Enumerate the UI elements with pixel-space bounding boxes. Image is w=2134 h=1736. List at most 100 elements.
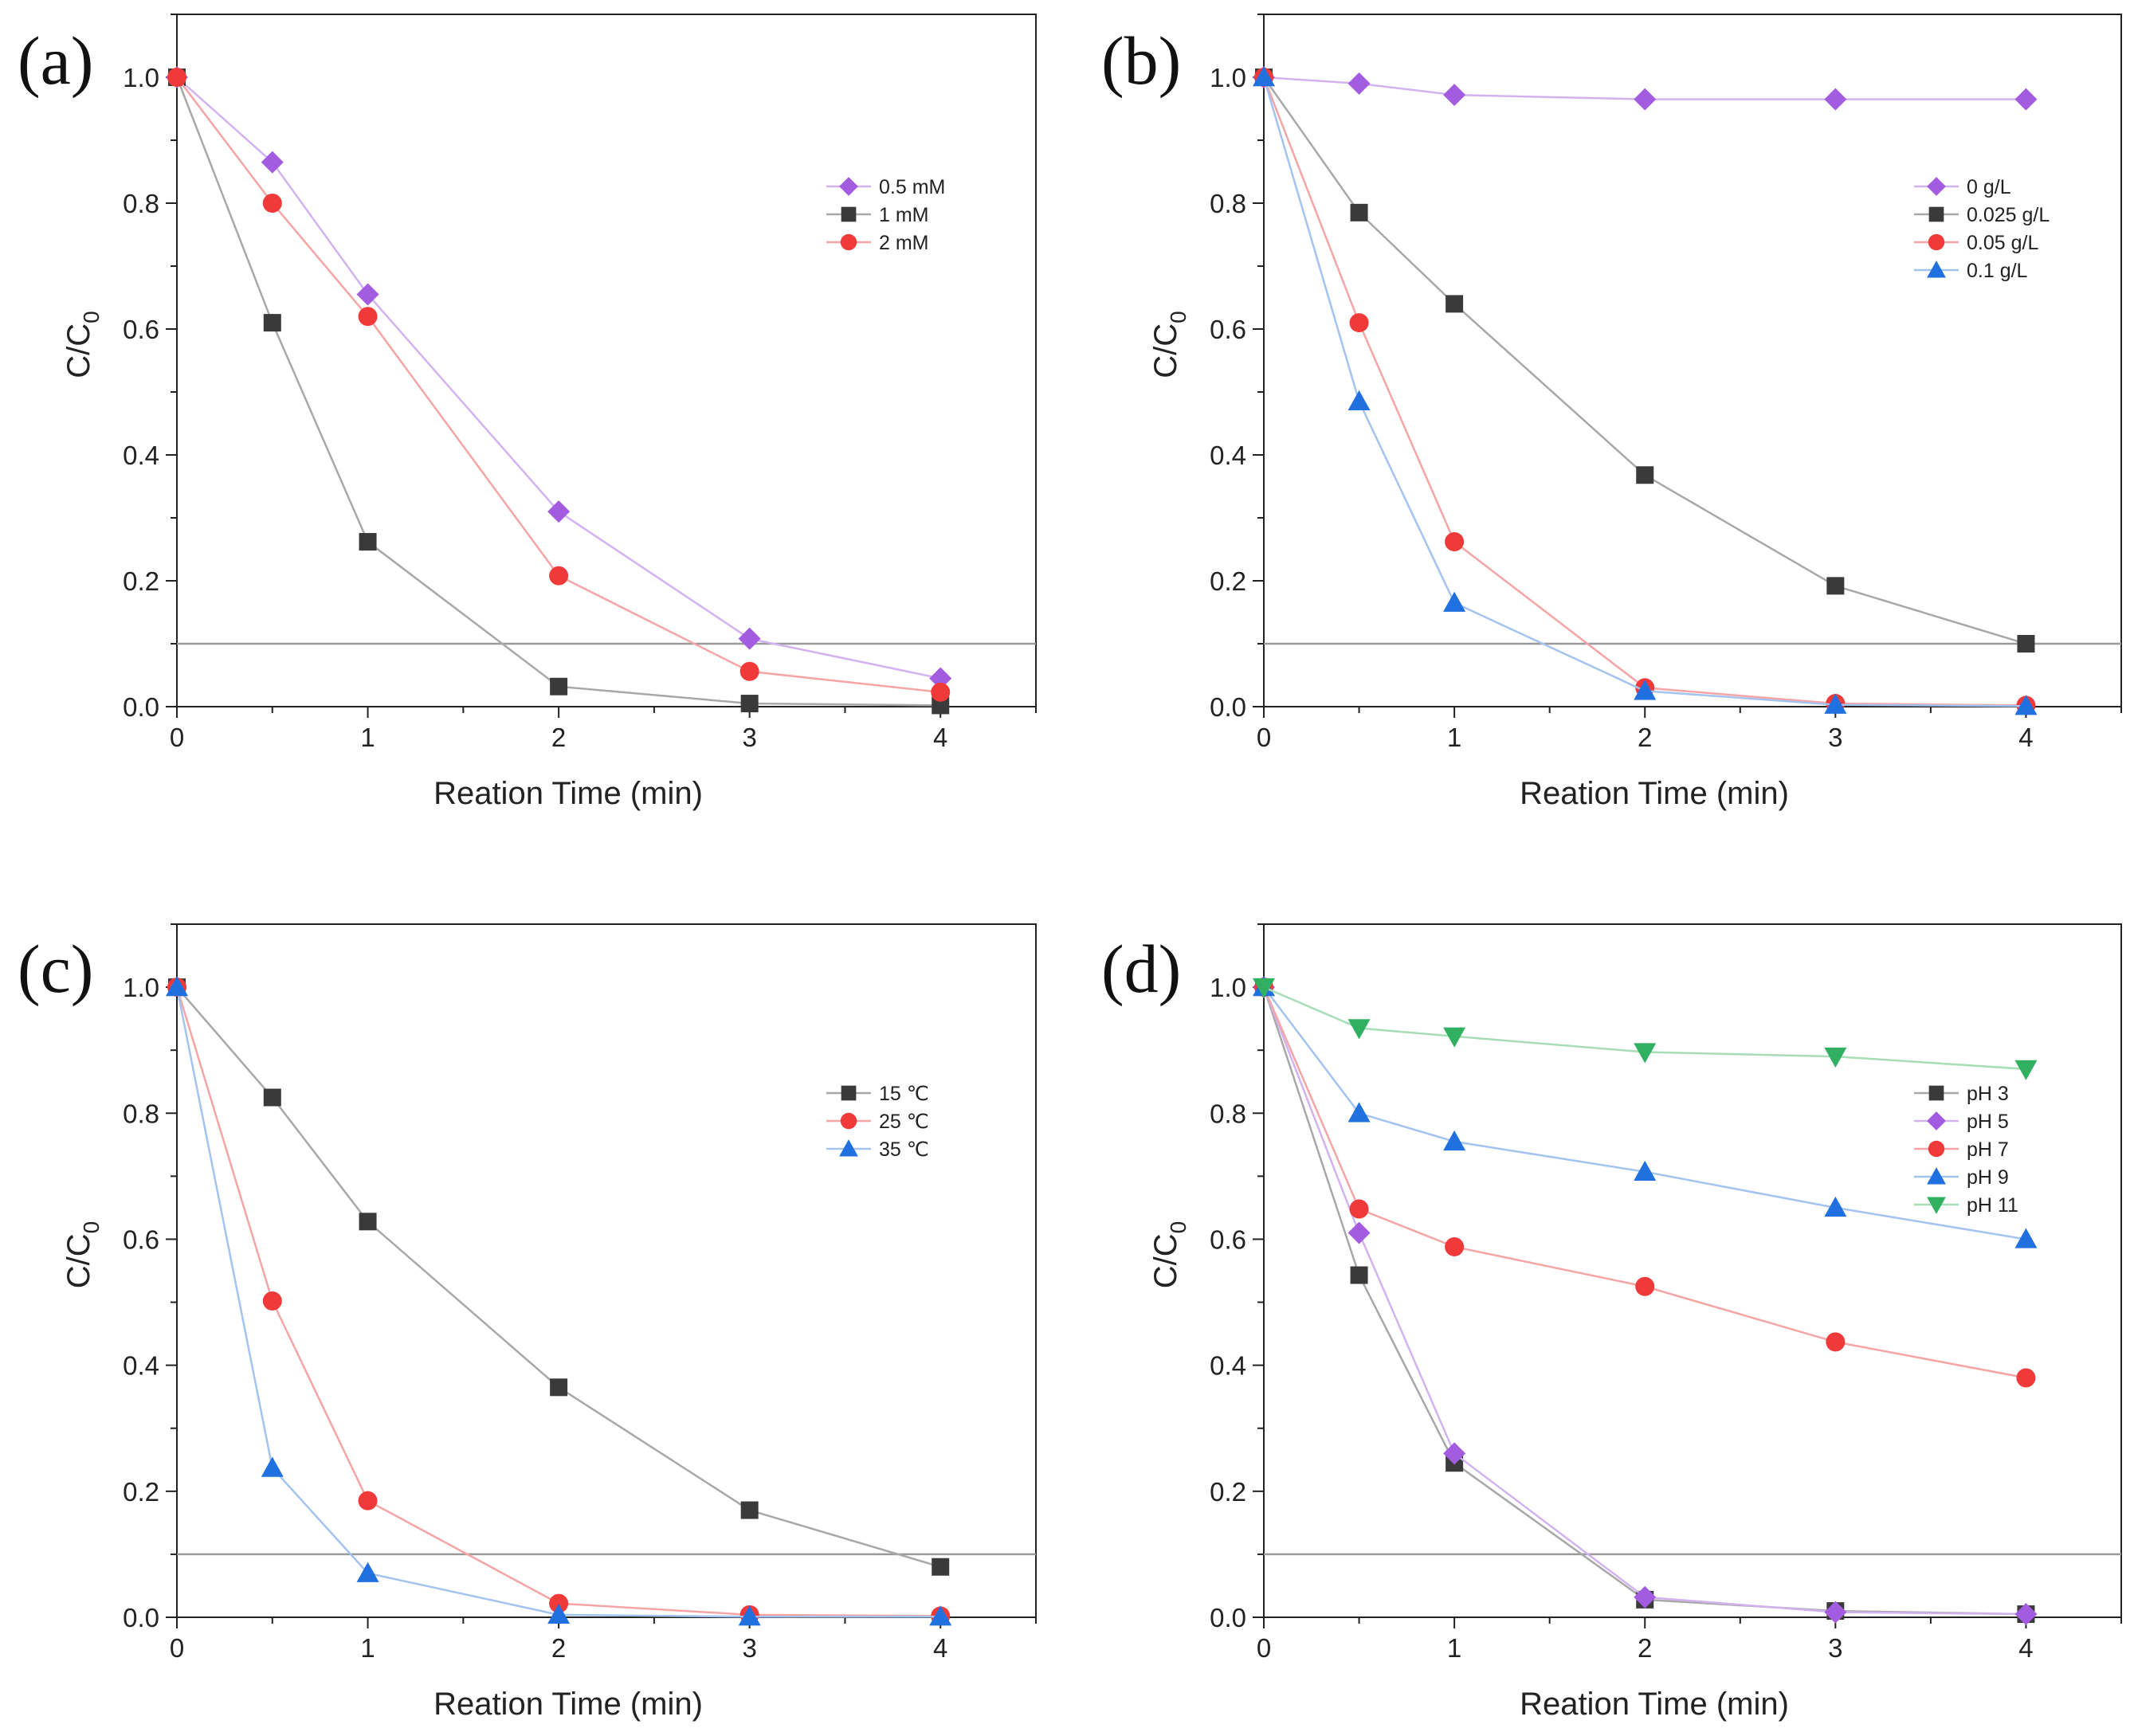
data-point	[1350, 1266, 1368, 1284]
data-point	[1826, 577, 1845, 595]
plot-frame	[1263, 14, 2122, 707]
panel-c: 0.0 0.2 0.4 0.6 0.8 1.0 0 1 2 3 4 Reation Time (min…	[18, 923, 1037, 1722]
x-tick-label: 0	[1257, 1633, 1271, 1663]
data-point	[550, 677, 568, 696]
y-tick-label: 0.6	[1210, 315, 1246, 344]
data-point	[1824, 1196, 1847, 1217]
legend-marker	[1928, 206, 1944, 222]
legend-label: pH 3	[1967, 1083, 2009, 1105]
x-axis-title: Reation Time (min)	[433, 1687, 703, 1722]
data-point	[1636, 466, 1654, 484]
x-tick-label: 3	[1828, 1633, 1842, 1663]
legend-label: 2 mM	[879, 232, 929, 254]
series-line	[1262, 986, 2026, 1616]
x-axis-title: Reation Time (min)	[433, 776, 703, 811]
series-0-5-mm	[166, 66, 952, 690]
y-tick-label: 1.0	[123, 973, 159, 1002]
series-ph-7	[1254, 978, 2036, 1388]
y-tick-label: 0.8	[123, 189, 159, 218]
data-point	[1253, 978, 1275, 999]
y-axis-title-subscript: 0	[1166, 311, 1191, 323]
legend-marker	[1927, 1111, 1946, 1131]
y-tick-label: 0.6	[123, 315, 159, 344]
y-axis-title: C/C0	[61, 311, 104, 378]
data-point	[1443, 591, 1466, 612]
series-ph-11	[1253, 978, 2038, 1080]
data-point	[1635, 1276, 1655, 1296]
y-axis-title-main: C/C	[61, 1233, 96, 1288]
y-tick-label: 0.6	[123, 1225, 159, 1254]
data-point	[1824, 1601, 1847, 1624]
y-axis-title: C/C0	[61, 1221, 104, 1288]
legend-label: pH 5	[1967, 1111, 2009, 1133]
series-2-mm	[167, 68, 951, 702]
legend-label: 35 ℃	[879, 1138, 929, 1161]
data-point	[1826, 1332, 1846, 1352]
data-point	[1446, 295, 1464, 313]
data-point	[1347, 72, 1371, 95]
data-point	[166, 976, 188, 997]
data-point	[262, 194, 282, 213]
legend-label: pH 9	[1967, 1166, 2009, 1189]
data-point	[1634, 88, 1657, 111]
y-axis-title-subscript: 0	[1166, 1221, 1191, 1234]
data-point	[1347, 390, 1371, 411]
series-ph-9	[1253, 976, 2038, 1248]
y-tick-label: 0.0	[1210, 692, 1246, 722]
y-axis-title-subscript: 0	[79, 1221, 104, 1234]
panel-d: 0.0 0.2 0.4 0.6 0.8 1.0 0 1 2 3 4 Reation Time (min…	[1101, 923, 2122, 1722]
x-tick-label: 2	[1638, 1633, 1652, 1663]
data-point	[262, 1291, 282, 1311]
y-tick-label: 0.2	[1210, 566, 1246, 596]
x-tick-label: 0	[170, 723, 184, 752]
data-point	[738, 627, 761, 650]
y-tick-label: 0.4	[123, 1351, 159, 1381]
data-point	[547, 500, 571, 523]
series-line	[1262, 76, 2026, 707]
legend-label: 0.1 g/L	[1967, 260, 2028, 282]
data-point	[932, 696, 950, 715]
y-axis-title: C/C0	[1148, 1221, 1191, 1288]
data-point	[929, 667, 952, 690]
data-point	[2014, 1603, 2038, 1626]
plot-frame	[176, 14, 1037, 707]
legend-label: 0 g/L	[1967, 176, 2011, 198]
y-tick-label: 0.4	[123, 441, 159, 470]
y-tick-label: 0.2	[123, 566, 159, 596]
x-tick-label: 0	[1257, 723, 1271, 752]
y-tick-label: 0.8	[123, 1099, 159, 1128]
series-line	[175, 986, 941, 1617]
series-line	[176, 986, 941, 1568]
data-point	[167, 68, 186, 87]
legend-label: 0.025 g/L	[1967, 204, 2050, 226]
data-point	[740, 1501, 759, 1519]
series-line	[1262, 76, 2026, 707]
data-point	[738, 1605, 761, 1626]
y-tick-label: 0.4	[1210, 1351, 1246, 1381]
data-point	[929, 1605, 952, 1626]
data-point	[1349, 313, 1369, 333]
x-tick-label: 3	[742, 1633, 756, 1663]
legend-label: pH 11	[1967, 1194, 2018, 1217]
y-tick-label: 0.0	[123, 692, 159, 722]
data-point	[1824, 1047, 1847, 1068]
data-point	[359, 533, 377, 551]
data-point	[1634, 1585, 1657, 1609]
legend: 0 g/L 0.025 g/L 0.05 g/L 0.1 g/L	[1914, 176, 2050, 282]
series-line	[176, 76, 941, 694]
legend-marker	[841, 1085, 857, 1101]
panel-label: (b)	[1101, 22, 1181, 99]
y-tick-label: 0.6	[1210, 1225, 1246, 1254]
data-point	[1443, 1130, 1466, 1151]
x-tick-label: 3	[1828, 723, 1842, 752]
data-point	[1445, 532, 1465, 552]
data-point	[739, 661, 759, 681]
legend-label: pH 7	[1967, 1138, 2009, 1161]
data-point	[547, 1603, 571, 1624]
data-point	[1445, 1236, 1465, 1256]
data-point	[1634, 680, 1657, 700]
data-point	[1824, 88, 1847, 111]
legend: 15 ℃ 25 ℃ 35 ℃	[826, 1083, 929, 1161]
data-point	[359, 1213, 377, 1231]
legend-marker	[839, 177, 858, 196]
